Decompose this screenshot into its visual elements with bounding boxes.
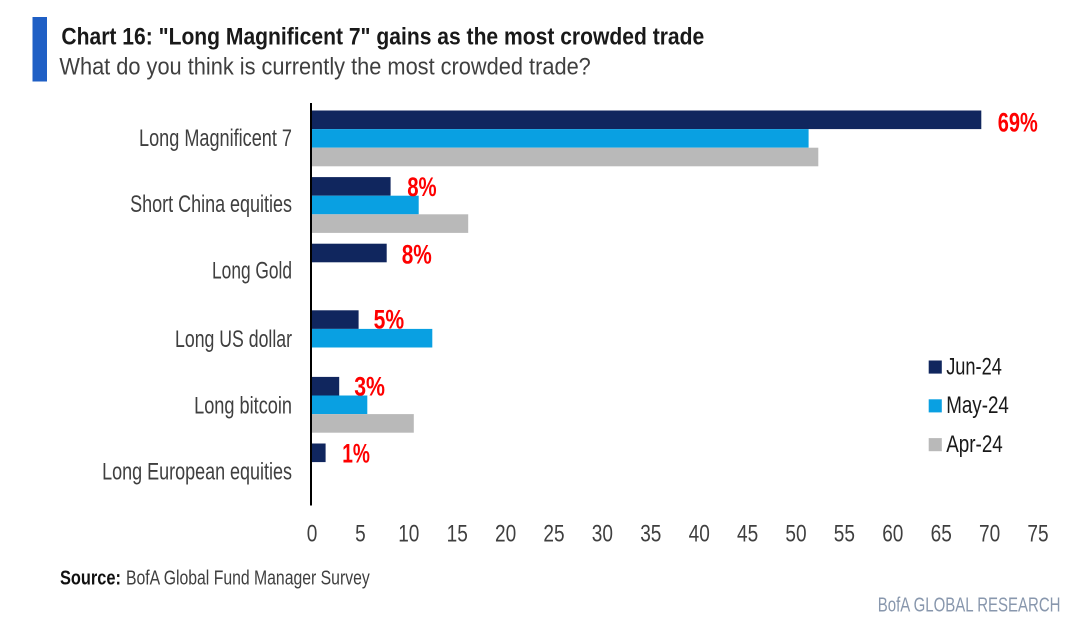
svg-text:BofA GLOBAL RESEARCH: BofA GLOBAL RESEARCH [878, 594, 1061, 617]
svg-text:Long US dollar: Long US dollar [175, 327, 292, 353]
svg-text:5: 5 [355, 519, 366, 547]
svg-text:3%: 3% [354, 372, 385, 402]
svg-text:60: 60 [882, 519, 903, 547]
svg-text:69%: 69% [998, 108, 1038, 139]
svg-text:75: 75 [1027, 519, 1048, 547]
svg-text:30: 30 [592, 519, 613, 547]
svg-text:45: 45 [737, 519, 758, 547]
svg-text:70: 70 [979, 519, 1000, 547]
svg-text:Long European equities: Long European equities [102, 459, 292, 485]
svg-text:8%: 8% [407, 172, 436, 202]
svg-text:55: 55 [834, 519, 855, 547]
svg-text:0: 0 [307, 519, 318, 547]
svg-text:65: 65 [931, 519, 952, 547]
svg-text:10: 10 [398, 519, 419, 547]
svg-text:Long Magnificent 7: Long Magnificent 7 [139, 124, 292, 151]
svg-text:15: 15 [447, 519, 468, 547]
svg-text:Jun-24: Jun-24 [946, 353, 1002, 380]
svg-text:Short China equities: Short China equities [130, 192, 292, 218]
svg-text:BofA Global Fund Manager Surve: BofA Global Fund Manager Survey [126, 567, 370, 589]
svg-text:40: 40 [689, 519, 710, 547]
svg-text:35: 35 [640, 519, 661, 547]
svg-text:Long bitcoin: Long bitcoin [194, 392, 292, 419]
svg-text:Apr-24: Apr-24 [946, 430, 1003, 458]
svg-text:May-24: May-24 [946, 391, 1009, 419]
svg-text:Chart 16: "Long Magnificent 7": Chart 16: "Long Magnificent 7" gains as … [61, 23, 704, 50]
svg-text:5%: 5% [374, 305, 404, 335]
svg-text:Long Gold: Long Gold [212, 258, 292, 284]
svg-text:20: 20 [495, 519, 516, 547]
svg-text:Source:: Source: [60, 566, 121, 589]
svg-text:25: 25 [543, 519, 564, 547]
svg-text:8%: 8% [402, 240, 432, 270]
svg-text:1%: 1% [342, 438, 370, 468]
svg-text:50: 50 [785, 519, 806, 547]
svg-text:What do you think is currently: What do you think is currently the most … [59, 53, 590, 80]
